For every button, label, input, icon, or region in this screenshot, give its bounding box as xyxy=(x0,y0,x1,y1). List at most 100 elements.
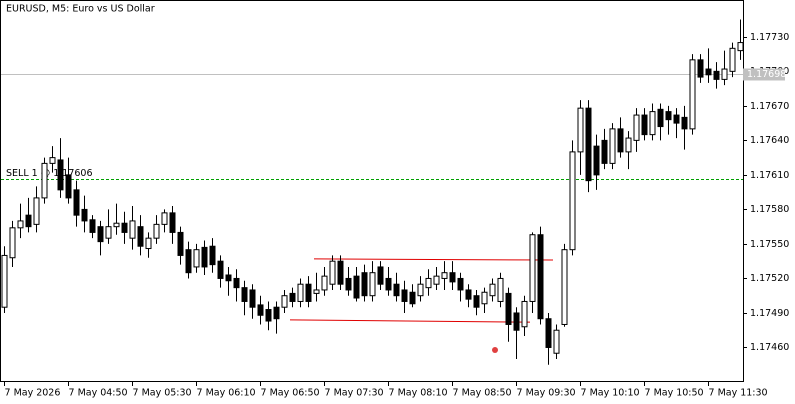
candle-body xyxy=(241,287,248,302)
candle-body xyxy=(345,277,352,291)
candle-body xyxy=(577,107,584,153)
candle-body xyxy=(313,289,320,294)
y-tick-label: 1.17460 xyxy=(750,342,789,353)
candle-body xyxy=(105,226,112,239)
candle-body xyxy=(25,214,32,228)
candle-body xyxy=(137,226,144,247)
bid-box xyxy=(743,68,785,81)
y-tick-label: 1.17550 xyxy=(750,239,789,250)
trade-icon xyxy=(492,347,498,353)
candle-body xyxy=(505,292,512,325)
order-label: SELL 1 @ 1.17606 xyxy=(6,168,93,179)
candle-body xyxy=(673,114,680,124)
candle-body xyxy=(689,59,696,130)
candle-body xyxy=(609,128,616,164)
candle-body xyxy=(377,266,384,285)
candle-body xyxy=(385,277,392,291)
candle-body xyxy=(57,159,64,191)
candle-body xyxy=(1,254,8,308)
plot-frame xyxy=(0,0,744,382)
candle-body xyxy=(553,329,560,354)
candle-body xyxy=(185,249,192,274)
candle-body xyxy=(177,231,184,256)
y-tick-label: 1.17610 xyxy=(750,170,789,181)
candle-body xyxy=(305,283,312,302)
candle-body xyxy=(297,283,304,302)
candle-body xyxy=(169,212,176,233)
x-tick-label: 7 May 07:30 xyxy=(325,388,384,399)
candle-body xyxy=(49,157,56,164)
x-tick-label: 7 May 04:50 xyxy=(69,388,128,399)
candle-body xyxy=(81,208,88,222)
candle-body xyxy=(425,277,432,289)
candle-body xyxy=(33,197,40,225)
candle-body xyxy=(249,289,256,308)
candle-body xyxy=(257,304,264,316)
candle-body xyxy=(657,108,664,128)
candle-body xyxy=(617,128,624,153)
candle-body xyxy=(161,212,168,225)
candle-body xyxy=(337,260,344,285)
candle-body xyxy=(561,249,568,325)
candle-body xyxy=(481,291,488,305)
candle-body xyxy=(393,283,400,297)
candle-body xyxy=(697,59,704,78)
candle-body xyxy=(449,272,456,283)
y-tick-label: 1.17730 xyxy=(750,32,789,43)
candle-body xyxy=(601,139,608,164)
candle-body xyxy=(569,151,576,251)
x-tick-label: 7 May 06:50 xyxy=(261,388,320,399)
candle-body xyxy=(465,289,472,300)
candle-body xyxy=(361,272,368,297)
x-tick-label: 7 May 10:50 xyxy=(645,388,704,399)
candle-body xyxy=(17,220,24,229)
x-tick-label: 7 May 10:10 xyxy=(581,388,640,399)
candle-body xyxy=(201,246,208,268)
candle-body xyxy=(233,277,240,289)
candle-body xyxy=(193,249,200,268)
y-tick-label: 1.17520 xyxy=(750,273,789,284)
candle-body xyxy=(649,111,656,136)
x-tick-label: 7 May 05:30 xyxy=(133,388,192,399)
candle-body xyxy=(593,145,600,176)
candle-body xyxy=(129,220,136,239)
candle-body xyxy=(321,275,328,291)
x-tick-label: 7 May 08:50 xyxy=(453,388,512,399)
candle-body xyxy=(537,234,544,320)
candle-body xyxy=(289,292,296,302)
x-tick-label: 7 May 08:10 xyxy=(389,388,448,399)
y-tick-label: 1.17490 xyxy=(750,308,789,319)
trend-line xyxy=(289,319,531,323)
candle-body xyxy=(433,275,440,285)
candle-body xyxy=(209,245,216,266)
candle-body xyxy=(721,68,728,80)
candle-body xyxy=(353,275,360,299)
candle-body xyxy=(65,174,72,199)
candle-body xyxy=(681,116,688,130)
candle-body xyxy=(737,42,744,52)
x-tick-label: 7 May 06:10 xyxy=(197,388,256,399)
candle-body xyxy=(585,107,592,182)
candle-body xyxy=(265,309,272,322)
candle-body xyxy=(153,223,160,239)
bid-label: 1.17698 xyxy=(747,69,786,80)
candle-body xyxy=(705,68,712,76)
x-tick-label: 7 May 11:30 xyxy=(709,388,768,399)
candle-body xyxy=(401,289,408,302)
candle-body xyxy=(713,70,720,80)
candle-body xyxy=(217,260,224,279)
candle-body xyxy=(73,189,80,216)
candle-body xyxy=(497,277,504,302)
candle-body xyxy=(409,291,416,305)
candle-body xyxy=(521,300,528,328)
candle-body xyxy=(545,318,552,348)
x-tick-label: 7 May 09:30 xyxy=(517,388,576,399)
candle-body xyxy=(441,272,448,279)
candle-body xyxy=(529,234,536,302)
candle-body xyxy=(273,306,280,320)
candle-body xyxy=(369,272,376,297)
candle-body xyxy=(89,219,96,233)
candle-body xyxy=(473,295,480,308)
candle-body xyxy=(9,227,16,259)
